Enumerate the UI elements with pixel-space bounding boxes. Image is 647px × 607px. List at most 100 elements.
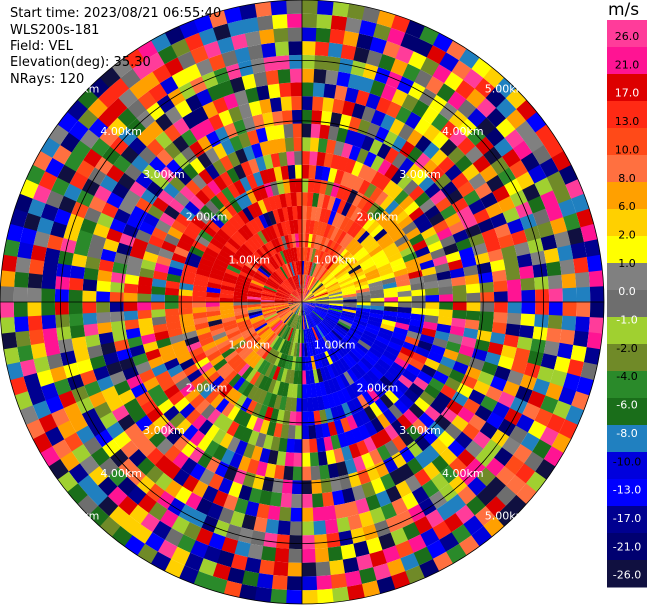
gate-cell <box>14 316 30 333</box>
gate-cell <box>313 55 328 70</box>
gate-cell <box>240 397 253 413</box>
gate-cell <box>430 247 446 260</box>
gate-cell <box>347 264 362 275</box>
gate-cell <box>358 76 375 94</box>
gate-cell <box>138 317 153 329</box>
gate-cell <box>288 313 296 327</box>
gate-cell <box>251 402 263 418</box>
gate-cell <box>293 328 298 343</box>
gate-cell <box>406 457 424 475</box>
gate-cell <box>171 370 188 385</box>
gate-cell <box>224 220 238 235</box>
colorbar-tick-label: -26.0 <box>613 569 641 582</box>
gate-cell <box>123 283 139 294</box>
gate-cell <box>382 130 399 148</box>
gate-cell <box>413 546 434 566</box>
gate-cell <box>532 262 548 278</box>
gate-cell <box>203 545 222 564</box>
gate-cell <box>57 164 77 185</box>
gate-cell <box>247 306 262 311</box>
gate-cell <box>338 113 352 130</box>
gate-cell <box>307 314 315 328</box>
gate-cell <box>379 393 395 409</box>
gate-cell <box>573 256 589 274</box>
gate-cell <box>17 344 34 363</box>
gate-cell <box>434 173 452 190</box>
gate-cell <box>290 302 302 310</box>
gate-cell <box>422 124 441 142</box>
gate-cell <box>346 3 365 21</box>
gate-cell <box>374 519 392 537</box>
gate-cell <box>137 543 159 564</box>
gate-cell <box>88 196 107 214</box>
gate-cell <box>138 439 157 458</box>
gate-cell <box>239 583 258 601</box>
gate-cell <box>428 421 446 438</box>
gate-cell <box>274 270 285 282</box>
gate-cell <box>397 123 415 141</box>
gate-cell <box>263 331 275 343</box>
gate-cell <box>247 302 261 305</box>
gate-cell <box>277 308 291 316</box>
gate-cell <box>376 412 391 429</box>
ring-label: 5.00km <box>485 510 527 523</box>
gate-cell <box>521 289 536 302</box>
gate-cell <box>288 277 296 291</box>
gate-cell <box>346 261 360 273</box>
gate-cell <box>143 376 160 392</box>
gate-cell <box>83 207 102 224</box>
gate-cell <box>376 142 392 160</box>
gate-cell <box>461 255 477 268</box>
gate-cell <box>285 341 292 356</box>
gate-cell <box>221 537 239 555</box>
gate-cell <box>365 464 381 482</box>
gate-cell <box>272 380 281 395</box>
gate-cell <box>252 474 266 491</box>
gate-cell <box>358 213 372 228</box>
gate-cell <box>451 317 466 328</box>
gate-cell <box>189 195 205 211</box>
gate-cell <box>255 85 270 101</box>
gate-cell <box>113 252 130 266</box>
gate-cell <box>302 480 313 495</box>
gate-cell <box>125 327 141 340</box>
ring-label: 4.00km <box>100 125 142 138</box>
gate-cell <box>547 314 563 330</box>
gate-cell <box>106 228 123 243</box>
gate-cell <box>370 293 385 299</box>
ring-label: 5.00km <box>58 510 100 523</box>
gate-cell <box>267 449 279 465</box>
gate-cell <box>111 182 130 200</box>
gate-cell <box>207 282 222 290</box>
gate-cell <box>234 497 250 515</box>
gate-cell <box>336 248 348 262</box>
colorbar-swatch <box>607 101 647 129</box>
gate-cell <box>337 432 349 448</box>
gate-cell <box>588 316 604 334</box>
gate-cell <box>378 267 394 277</box>
gate-cell <box>374 460 390 478</box>
gate-cell <box>259 447 271 464</box>
gate-cell <box>396 311 412 320</box>
gate-cell <box>393 326 409 336</box>
gate-cell <box>344 129 358 146</box>
gate-cell <box>103 238 120 253</box>
gate-cell <box>302 302 313 312</box>
gate-cell <box>258 214 269 229</box>
gate-cell <box>44 247 61 264</box>
gate-cell <box>312 341 320 356</box>
gate-cell <box>242 382 255 398</box>
gate-cell <box>474 338 491 352</box>
gate-cell <box>157 398 175 415</box>
gate-cell <box>341 284 356 292</box>
gate-cell <box>334 246 346 260</box>
gate-cell <box>230 257 245 268</box>
colorbar-tick-label: 10.0 <box>615 143 640 156</box>
gate-cell <box>384 296 399 302</box>
gate-cell <box>189 157 206 175</box>
gate-cell <box>331 377 342 392</box>
gate-cell <box>339 316 354 325</box>
gate-cell <box>279 284 292 294</box>
gate-cell <box>361 63 379 81</box>
gate-cell <box>314 307 328 315</box>
